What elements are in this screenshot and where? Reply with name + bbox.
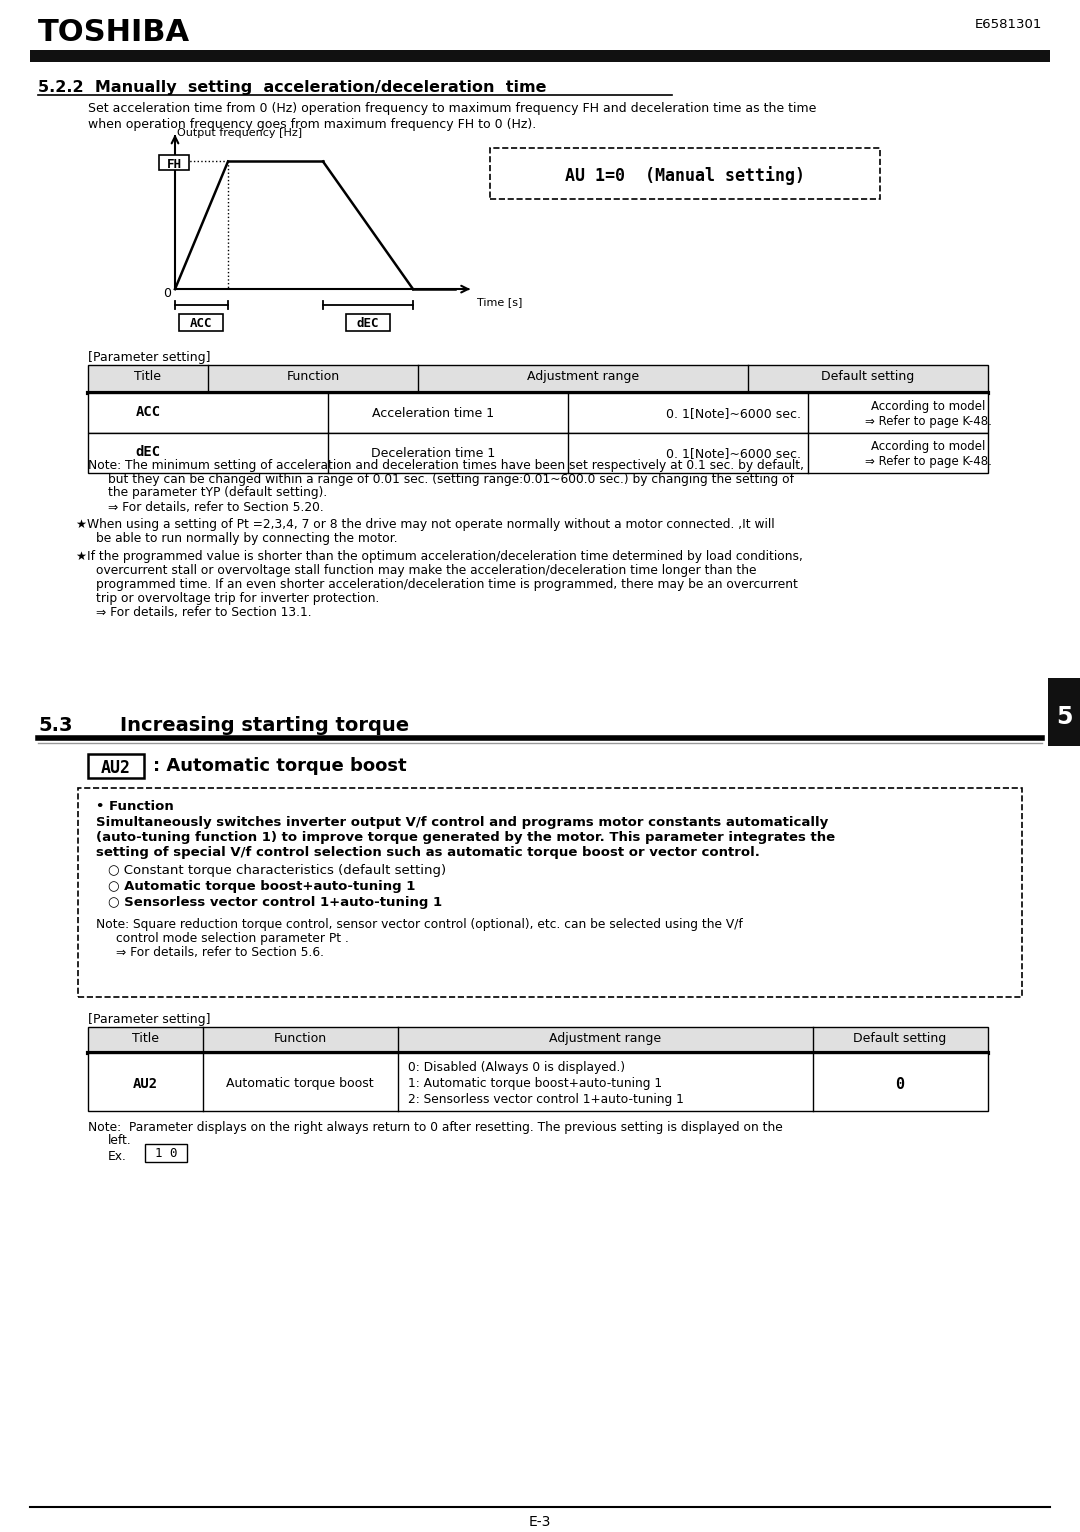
Text: ⇒ For details, refer to Section 5.6.: ⇒ For details, refer to Section 5.6. bbox=[116, 947, 324, 959]
Text: AU2: AU2 bbox=[133, 1077, 158, 1091]
Text: • Function: • Function bbox=[96, 800, 174, 812]
Text: Automatic torque boost: Automatic torque boost bbox=[226, 1077, 374, 1089]
Text: According to model: According to model bbox=[870, 440, 985, 452]
Text: According to model: According to model bbox=[870, 400, 985, 412]
Text: Output frequency [Hz]: Output frequency [Hz] bbox=[177, 127, 302, 138]
Text: trip or overvoltage trip for inverter protection.: trip or overvoltage trip for inverter pr… bbox=[96, 593, 379, 605]
Bar bbox=[145, 1144, 187, 1163]
Text: ⇒ Refer to page K-48.: ⇒ Refer to page K-48. bbox=[865, 415, 991, 427]
Text: Time [s]: Time [s] bbox=[477, 297, 523, 306]
Text: when operation frequency goes from maximum frequency FH to 0 (Hz).: when operation frequency goes from maxim… bbox=[87, 118, 537, 130]
Bar bbox=[87, 432, 988, 472]
Text: Simultaneously switches inverter output V/f control and programs motor constants: Simultaneously switches inverter output … bbox=[96, 817, 828, 829]
Text: : Automatic torque boost: : Automatic torque boost bbox=[153, 757, 407, 775]
Text: but they can be changed within a range of 0.01 sec. (setting range:0.01~600.0 se: but they can be changed within a range o… bbox=[108, 472, 794, 486]
Text: ⇒ For details, refer to Section 13.1.: ⇒ For details, refer to Section 13.1. bbox=[96, 607, 312, 619]
Text: FH: FH bbox=[166, 158, 181, 170]
Text: Note: The minimum setting of acceleration and deceleration times have been set r: Note: The minimum setting of acceleratio… bbox=[87, 458, 804, 472]
Text: Function: Function bbox=[273, 1031, 326, 1045]
Bar bbox=[87, 365, 988, 392]
Text: E-3: E-3 bbox=[529, 1515, 551, 1529]
Text: Increasing starting torque: Increasing starting torque bbox=[120, 715, 409, 735]
Text: Set acceleration time from 0 (Hz) operation frequency to maximum frequency FH an: Set acceleration time from 0 (Hz) operat… bbox=[87, 101, 816, 115]
Bar bbox=[179, 314, 222, 331]
Text: Note: Square reduction torque control, sensor vector control (optional), etc. ca: Note: Square reduction torque control, s… bbox=[96, 918, 743, 931]
Text: 2: Sensorless vector control 1+auto-tuning 1: 2: Sensorless vector control 1+auto-tuni… bbox=[408, 1092, 684, 1106]
Bar bbox=[78, 787, 1022, 997]
Text: programmed time. If an even shorter acceleration/deceleration time is programmed: programmed time. If an even shorter acce… bbox=[96, 578, 798, 591]
Text: 5: 5 bbox=[1056, 705, 1072, 729]
Text: E6581301: E6581301 bbox=[974, 18, 1042, 31]
Text: 5.2.2  Manually  setting  acceleration/deceleration  time: 5.2.2 Manually setting acceleration/dece… bbox=[38, 80, 546, 95]
Bar bbox=[346, 314, 390, 331]
Text: Acceleration time 1: Acceleration time 1 bbox=[372, 406, 494, 420]
Text: Note:  Parameter displays on the right always return to 0 after resetting. The p: Note: Parameter displays on the right al… bbox=[87, 1120, 783, 1134]
Text: control mode selection parameter Pt .: control mode selection parameter Pt . bbox=[116, 931, 349, 945]
Text: ACC: ACC bbox=[135, 404, 161, 418]
Text: ⇒ For details, refer to Section 5.20.: ⇒ For details, refer to Section 5.20. bbox=[108, 501, 324, 515]
Text: ○ Automatic torque boost+auto-tuning 1: ○ Automatic torque boost+auto-tuning 1 bbox=[108, 881, 416, 893]
Text: AU2: AU2 bbox=[102, 758, 131, 777]
Text: Ex.: Ex. bbox=[108, 1151, 126, 1163]
Bar bbox=[87, 1052, 988, 1111]
Text: the parameter tYP (default setting).: the parameter tYP (default setting). bbox=[108, 487, 327, 499]
Text: 0: Disabled (Always 0 is displayed.): 0: Disabled (Always 0 is displayed.) bbox=[408, 1060, 625, 1074]
Text: Function: Function bbox=[286, 369, 339, 383]
Text: Deceleration time 1: Deceleration time 1 bbox=[370, 447, 495, 460]
Text: 0: 0 bbox=[895, 1077, 905, 1092]
Text: ★When using a setting of Pt =2,3,4, 7 or 8 the drive may not operate normally wi: ★When using a setting of Pt =2,3,4, 7 or… bbox=[76, 518, 774, 532]
Text: Default setting: Default setting bbox=[853, 1031, 947, 1045]
Text: 1 0: 1 0 bbox=[154, 1147, 177, 1160]
Text: Adjustment range: Adjustment range bbox=[527, 369, 639, 383]
Text: ACC: ACC bbox=[190, 317, 213, 329]
Text: ⇒ Refer to page K-48.: ⇒ Refer to page K-48. bbox=[865, 455, 991, 467]
Text: Default setting: Default setting bbox=[822, 369, 915, 383]
Text: overcurrent stall or overvoltage stall function may make the acceleration/decele: overcurrent stall or overvoltage stall f… bbox=[96, 564, 756, 578]
Text: Title: Title bbox=[132, 1031, 159, 1045]
Text: 0. 1[Note]~6000 sec.: 0. 1[Note]~6000 sec. bbox=[665, 447, 800, 460]
Text: left.: left. bbox=[108, 1135, 132, 1147]
Bar bbox=[490, 147, 880, 199]
Text: Adjustment range: Adjustment range bbox=[549, 1031, 661, 1045]
Text: be able to run normally by connecting the motor.: be able to run normally by connecting th… bbox=[96, 532, 397, 545]
Text: TOSHIBA: TOSHIBA bbox=[38, 18, 190, 47]
Text: AU 1=0  (Manual setting): AU 1=0 (Manual setting) bbox=[565, 165, 805, 185]
Bar bbox=[159, 155, 189, 170]
Bar bbox=[87, 392, 988, 432]
Text: ○ Constant torque characteristics (default setting): ○ Constant torque characteristics (defau… bbox=[108, 864, 446, 878]
Text: 0: 0 bbox=[163, 286, 171, 300]
Text: setting of special V/f control selection such as automatic torque boost or vecto: setting of special V/f control selection… bbox=[96, 846, 760, 859]
Text: ★If the programmed value is shorter than the optimum acceleration/deceleration t: ★If the programmed value is shorter than… bbox=[76, 550, 802, 564]
Bar bbox=[1048, 677, 1080, 746]
Text: Title: Title bbox=[135, 369, 162, 383]
Text: ○ Sensorless vector control 1+auto-tuning 1: ○ Sensorless vector control 1+auto-tunin… bbox=[108, 896, 442, 908]
Text: 5.3: 5.3 bbox=[38, 715, 72, 735]
Text: 0. 1[Note]~6000 sec.: 0. 1[Note]~6000 sec. bbox=[665, 406, 800, 420]
Text: 1: Automatic torque boost+auto-tuning 1: 1: Automatic torque boost+auto-tuning 1 bbox=[408, 1077, 662, 1089]
Text: [Parameter setting]: [Parameter setting] bbox=[87, 1013, 211, 1026]
Bar bbox=[30, 51, 1050, 61]
Text: dEC: dEC bbox=[356, 317, 379, 329]
Bar bbox=[87, 754, 144, 778]
Bar bbox=[87, 1026, 988, 1052]
Text: [Parameter setting]: [Parameter setting] bbox=[87, 351, 211, 365]
Text: dEC: dEC bbox=[135, 444, 161, 458]
Text: (auto-tuning function 1) to improve torque generated by the motor. This paramete: (auto-tuning function 1) to improve torq… bbox=[96, 832, 835, 844]
